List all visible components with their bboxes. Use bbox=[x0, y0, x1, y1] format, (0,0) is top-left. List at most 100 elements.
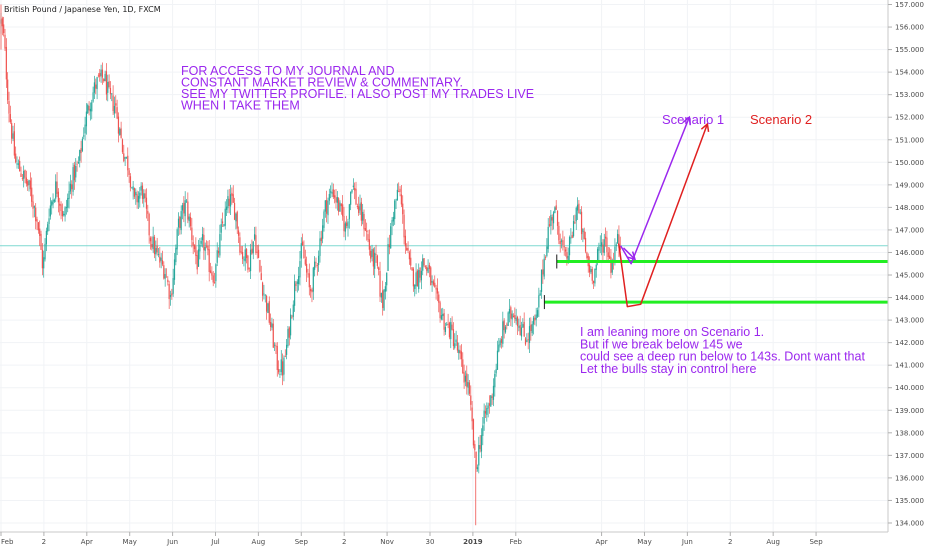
candle-body bbox=[44, 243, 46, 260]
candle-body bbox=[36, 219, 38, 222]
candle-body bbox=[315, 262, 317, 264]
candle-body bbox=[391, 220, 393, 226]
candle-body bbox=[483, 410, 485, 424]
y-tick-label: 152.000 bbox=[895, 114, 924, 122]
candle-body bbox=[68, 190, 70, 199]
candle-body bbox=[371, 249, 373, 257]
candle-body bbox=[48, 218, 50, 224]
candle-body bbox=[244, 249, 246, 262]
candle-body bbox=[35, 207, 37, 222]
candle-body bbox=[157, 254, 160, 255]
candle-body bbox=[576, 204, 579, 211]
candle-body bbox=[543, 258, 545, 277]
candle-body bbox=[316, 265, 318, 266]
chart-title: British Pound / Japanese Yen, 1D, FXCM bbox=[4, 5, 161, 14]
candle-body bbox=[87, 105, 89, 114]
candle-body bbox=[544, 257, 547, 259]
candle-body bbox=[129, 176, 132, 188]
candle-body bbox=[479, 444, 481, 450]
scenario-arrow-head bbox=[700, 122, 710, 133]
candle-body bbox=[546, 246, 548, 257]
candle-body bbox=[380, 292, 382, 298]
candle-body bbox=[460, 351, 463, 360]
y-tick-label: 149.000 bbox=[895, 181, 924, 189]
candle-body bbox=[559, 240, 561, 245]
x-tick-label: Nov bbox=[380, 538, 394, 546]
candle-body bbox=[604, 236, 607, 239]
candle-body bbox=[466, 373, 468, 387]
candle-body bbox=[359, 203, 361, 211]
candle-body bbox=[584, 237, 587, 252]
candle-body bbox=[366, 230, 368, 232]
candle-body bbox=[519, 324, 521, 336]
scenario-arrow-line bbox=[619, 116, 690, 265]
candle-body bbox=[207, 245, 209, 251]
candle-body bbox=[420, 270, 423, 281]
candle-body bbox=[551, 217, 553, 221]
candle-body bbox=[175, 247, 177, 263]
candle-body bbox=[28, 179, 30, 186]
candle-body bbox=[491, 396, 493, 398]
y-tick-label: 155.000 bbox=[895, 46, 924, 54]
candle-body bbox=[538, 295, 540, 308]
candle-body bbox=[526, 340, 528, 342]
x-tick-label: Apr bbox=[596, 538, 608, 546]
candle-body bbox=[227, 196, 229, 209]
candle-body bbox=[232, 194, 234, 203]
candle-body bbox=[133, 188, 136, 197]
candle-body bbox=[104, 73, 106, 82]
scenario-arrow-line bbox=[617, 123, 709, 308]
candle-body bbox=[237, 230, 240, 236]
candle-body bbox=[52, 199, 54, 205]
candle-body bbox=[25, 177, 27, 184]
candle-body bbox=[504, 326, 507, 333]
candle-body bbox=[235, 213, 237, 222]
candle-body bbox=[33, 206, 35, 208]
candle-body bbox=[323, 211, 325, 228]
candle-body bbox=[217, 250, 220, 254]
candle-body bbox=[496, 350, 499, 370]
candle-body bbox=[318, 255, 320, 266]
candle-body bbox=[39, 228, 41, 236]
candle-body bbox=[464, 375, 467, 382]
level-layer bbox=[543, 254, 888, 310]
candle-body bbox=[233, 202, 236, 220]
candle-body bbox=[446, 323, 448, 325]
candle-body bbox=[165, 276, 168, 278]
candle-body bbox=[168, 284, 170, 300]
candle-body bbox=[390, 226, 392, 249]
candle-body bbox=[358, 206, 360, 213]
candle-body bbox=[148, 213, 150, 236]
candle-body bbox=[136, 194, 138, 203]
candle-body bbox=[416, 270, 419, 287]
candle-body bbox=[515, 317, 517, 321]
candle-body bbox=[558, 225, 560, 241]
candle-body bbox=[49, 205, 51, 217]
candle-body bbox=[471, 407, 473, 422]
candle-body bbox=[209, 270, 212, 273]
candle-body bbox=[253, 234, 256, 240]
candle-body bbox=[276, 345, 278, 371]
candle-body bbox=[294, 281, 296, 306]
candle-body bbox=[531, 324, 533, 334]
candle-body bbox=[65, 206, 67, 209]
candle-body bbox=[200, 240, 202, 244]
candle-body bbox=[139, 192, 141, 199]
candle-body bbox=[490, 395, 492, 407]
candle-body bbox=[322, 225, 324, 239]
candle-body bbox=[75, 166, 77, 178]
candle-body bbox=[362, 211, 364, 221]
candle-body bbox=[132, 186, 134, 190]
candle-body bbox=[486, 408, 488, 415]
candle-body bbox=[57, 191, 59, 203]
candle-body bbox=[272, 323, 274, 348]
candle-body bbox=[480, 435, 483, 452]
candle-body bbox=[578, 203, 580, 214]
candle-body bbox=[534, 317, 536, 321]
y-tick-label: 144.000 bbox=[895, 294, 924, 302]
candle-body bbox=[616, 233, 619, 243]
candle-body bbox=[249, 249, 252, 272]
candle-body bbox=[183, 202, 185, 214]
candle-body bbox=[173, 259, 176, 280]
